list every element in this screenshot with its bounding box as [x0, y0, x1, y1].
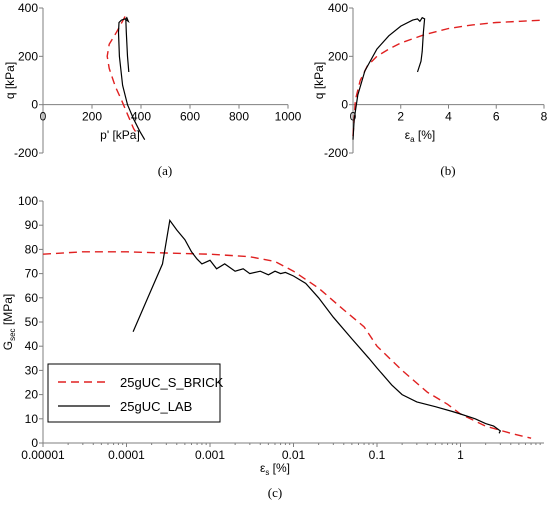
y-tick-label: 100	[18, 194, 38, 208]
chart-caption: (a)	[158, 163, 172, 178]
series-line-1	[117, 16, 146, 141]
y-tick-label: 60	[25, 291, 39, 305]
x-tick-label: 400	[131, 110, 151, 124]
x-tick-label: 0.1	[369, 448, 386, 462]
chart-caption: (c)	[268, 485, 282, 500]
y-tick-label: 30	[25, 363, 39, 377]
y-tick-label: 0	[31, 436, 38, 450]
y-tick-label: 200	[328, 49, 348, 63]
legend-entry: 25gUC_LAB	[120, 399, 192, 414]
x-tick-label: 0.001	[195, 448, 225, 462]
series-line-1	[132, 218, 502, 434]
x-tick-label: 0	[40, 110, 47, 124]
x-tick-label: 8	[541, 110, 548, 124]
y-tick-label: 40	[25, 339, 39, 353]
x-tick-label: 0.00001	[21, 448, 65, 462]
x-tick-label: 600	[180, 110, 200, 124]
y-tick-label: -200	[14, 146, 38, 160]
x-tick-label: 0.0001	[108, 448, 145, 462]
x-axis-title: p' [kPa]	[100, 128, 140, 142]
y-tick-label: 10	[25, 412, 39, 426]
chart-1: -200 0 200 400 0 2 4 6 8 q [kPa] εa [%] (b)	[312, 1, 548, 178]
y-tick-label: 80	[25, 242, 39, 256]
x-tick-label: 200	[82, 110, 102, 124]
x-tick-label: 0	[350, 110, 357, 124]
x-tick-label: 1	[457, 448, 464, 462]
x-tick-label: 6	[493, 110, 500, 124]
x-tick-label: 4	[445, 110, 452, 124]
chart-2: 0 10 20 30 40 50 60 70 80 90 100 0.00001 0.0001 0.001…	[1, 194, 544, 500]
series-line-0	[352, 19, 545, 137]
y-tick-label: 0	[31, 98, 38, 112]
y-axis-title: q [kPa]	[3, 62, 17, 99]
y-tick-label: 400	[18, 1, 38, 15]
y-tick-label: 0	[341, 98, 348, 112]
x-tick-label: 0.01	[282, 448, 306, 462]
y-tick-label: 200	[18, 49, 38, 63]
y-axis-title: q [kPa]	[312, 62, 326, 99]
legend: 25gUC_S_BRICK 25gUC_LAB	[47, 363, 224, 423]
x-axis-title: εs [%]	[260, 461, 290, 477]
chart-0: -200 0 200 400 0 200 400 600 800 1000 q [kPa] p' [k…	[3, 1, 302, 178]
legend-entry: 25gUC_S_BRICK	[120, 375, 224, 390]
series-line-1	[352, 16, 426, 140]
x-axis-title: εa [%]	[405, 128, 435, 144]
y-tick-label: 400	[328, 1, 348, 15]
legend-box	[47, 363, 221, 423]
y-tick-label: 90	[25, 218, 39, 232]
chart-caption: (b)	[440, 163, 455, 178]
y-tick-label: 20	[25, 388, 39, 402]
y-axis-title: Gsec [MPa]	[1, 294, 17, 350]
x-tick-label: 1000	[275, 110, 302, 124]
y-tick-label: 70	[25, 267, 39, 281]
series-line-0	[106, 16, 140, 137]
x-tick-label: 800	[229, 110, 249, 124]
y-tick-label: -200	[324, 146, 348, 160]
x-tick-label: 2	[397, 110, 404, 124]
y-tick-label: 50	[25, 315, 39, 329]
